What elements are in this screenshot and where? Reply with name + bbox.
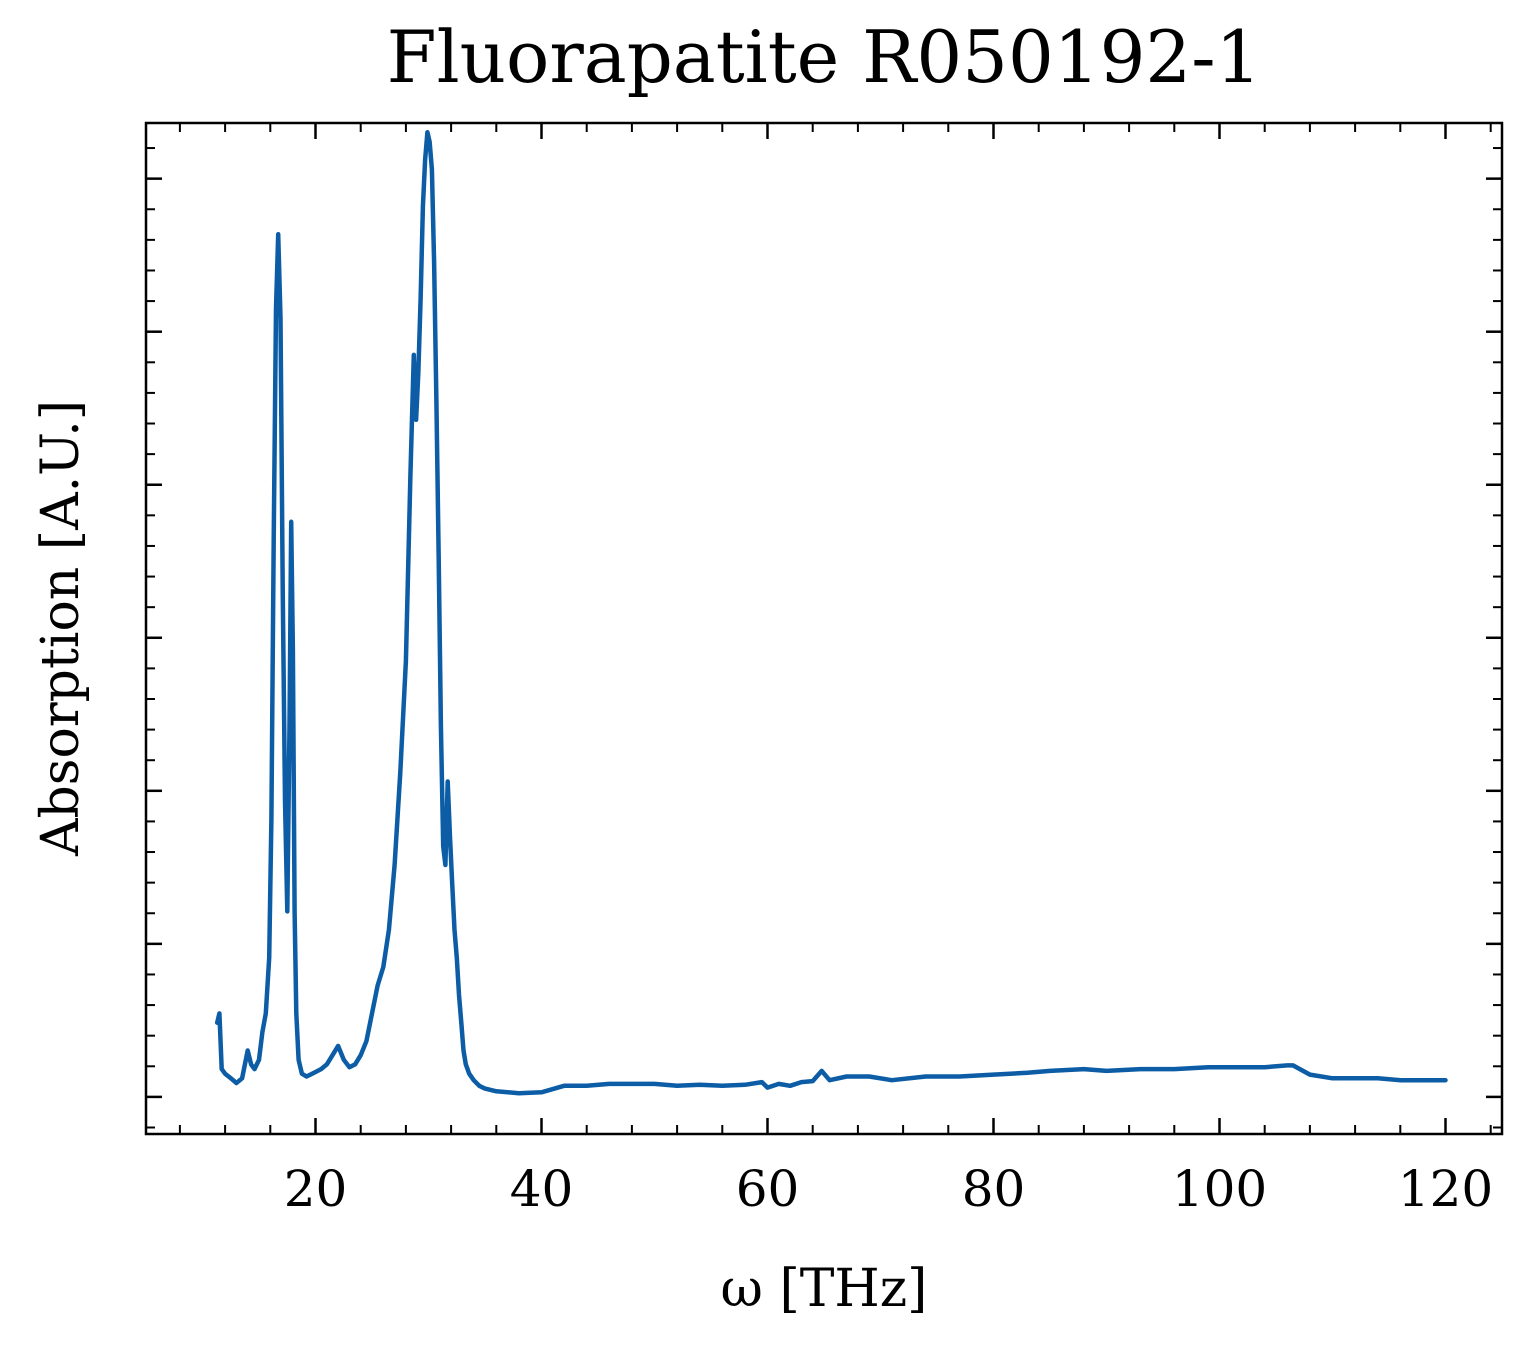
x-tick-label: 20 xyxy=(284,1160,348,1218)
series-layer xyxy=(214,130,1448,1096)
x-axis-label: ω [THz] xyxy=(721,1259,928,1319)
plot-frame xyxy=(144,121,1504,1136)
chart-title: Fluorapatite R050192-1 xyxy=(387,15,1262,99)
plot-area: 20 40 60 80 100 120 xyxy=(144,121,1504,1218)
x-tick-label: 40 xyxy=(510,1160,574,1218)
x-tick-label: 80 xyxy=(962,1160,1026,1218)
x-tick-label: 60 xyxy=(736,1160,800,1218)
x-tick-label: 100 xyxy=(1172,1160,1267,1218)
tick-labels-layer: 20 40 60 80 100 120 xyxy=(284,1160,1494,1218)
x-tick-label: 120 xyxy=(1398,1160,1493,1218)
y-axis-label: Absorption [A.U.] xyxy=(31,400,91,857)
ticks-layer xyxy=(146,123,1502,1134)
series-line xyxy=(214,130,1448,1096)
